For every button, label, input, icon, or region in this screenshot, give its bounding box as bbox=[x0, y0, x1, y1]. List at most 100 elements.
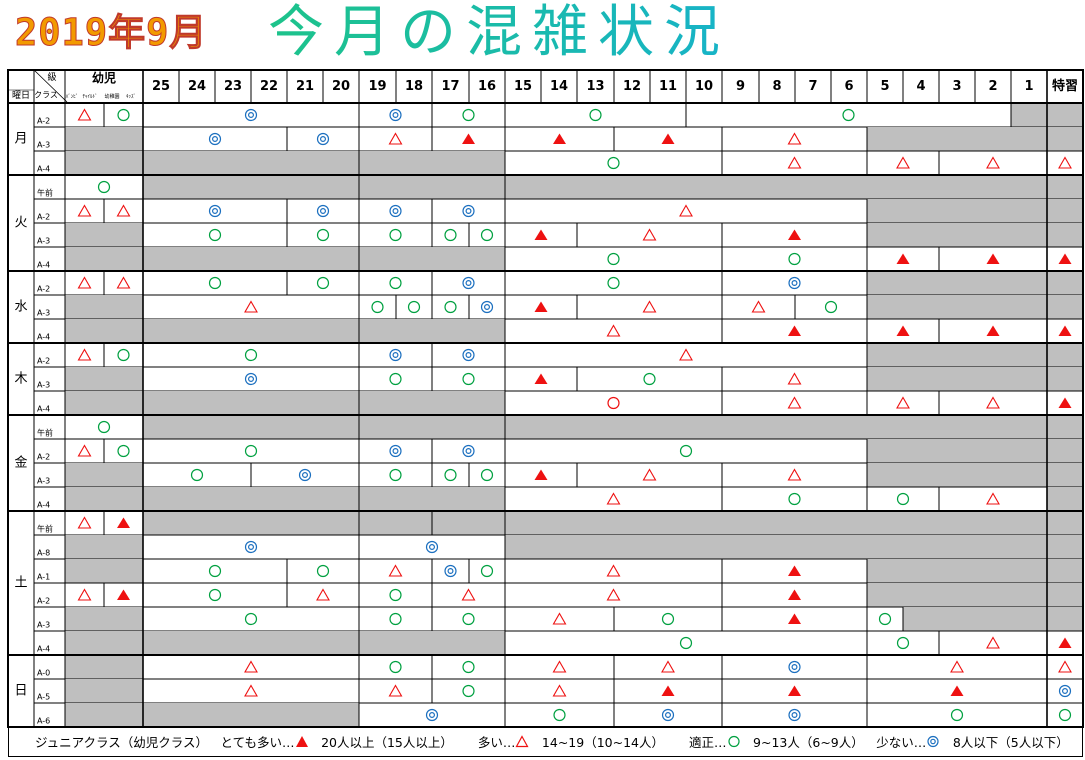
gray-cell bbox=[1047, 199, 1083, 223]
double-circle-icon bbox=[244, 540, 258, 554]
double-circle-icon bbox=[462, 204, 475, 218]
gray-cell bbox=[65, 679, 143, 703]
triangle-icon bbox=[679, 348, 693, 361]
circle-icon bbox=[389, 276, 402, 290]
circle-icon bbox=[679, 636, 693, 650]
double-circle-icon bbox=[788, 660, 801, 674]
double-circle-icon bbox=[316, 204, 330, 218]
gray-cell bbox=[1047, 511, 1083, 535]
circle-icon bbox=[896, 492, 910, 506]
double-circle-icon bbox=[389, 348, 402, 362]
filled-triangle-icon bbox=[788, 589, 801, 600]
filled-triangle-icon bbox=[1058, 253, 1072, 264]
circle-icon bbox=[208, 588, 222, 602]
double-circle-icon bbox=[389, 444, 402, 458]
filled-triangle-icon bbox=[661, 133, 675, 144]
triangle-icon bbox=[606, 492, 621, 505]
legend-normal-label: 適正… bbox=[689, 735, 727, 750]
circle-icon bbox=[462, 660, 475, 674]
triangle-icon bbox=[461, 588, 476, 601]
triangle-icon bbox=[388, 132, 403, 145]
triangle-icon bbox=[77, 108, 92, 121]
triangle-icon bbox=[986, 156, 1000, 169]
gray-cell bbox=[867, 223, 1047, 247]
double-circle-icon bbox=[462, 348, 475, 362]
triangle-icon bbox=[1058, 660, 1072, 673]
circle-icon bbox=[316, 564, 330, 578]
triangle-icon bbox=[244, 660, 258, 673]
gray-cell bbox=[143, 391, 359, 415]
circle-icon bbox=[389, 588, 402, 602]
circle-icon bbox=[208, 276, 222, 290]
gray-cell bbox=[143, 511, 359, 535]
date-header: 3 bbox=[952, 79, 961, 94]
double-circle-icon bbox=[298, 468, 312, 482]
triangle-icon bbox=[642, 468, 657, 481]
triangle-icon bbox=[787, 468, 802, 481]
gray-cell bbox=[359, 391, 505, 415]
class-label: A-4 bbox=[37, 261, 50, 270]
class-label: 午前 bbox=[37, 524, 53, 534]
circle-icon bbox=[661, 612, 675, 626]
gray-cell bbox=[65, 127, 143, 151]
class-label: A-6 bbox=[37, 717, 50, 726]
gray-cell bbox=[505, 511, 1047, 535]
legend-very-busy-text: 20人以上（15人以上） bbox=[321, 735, 453, 750]
double-circle-icon bbox=[927, 735, 939, 748]
legend: ジュニアクラス（幼児クラス） とても多い… 20人以上（15人以上） 多い… 1… bbox=[8, 727, 1083, 757]
class-label: 午前 bbox=[37, 428, 53, 438]
gray-cell bbox=[359, 151, 505, 175]
circle-icon bbox=[462, 372, 475, 386]
triangle-icon bbox=[642, 228, 657, 241]
circle-icon bbox=[788, 492, 801, 506]
gray-cell bbox=[143, 631, 359, 655]
circle-icon bbox=[589, 108, 602, 122]
gray-cell bbox=[1047, 343, 1083, 367]
header-kids-sub: ﾁｬｲﾙﾄﾞ bbox=[82, 93, 97, 100]
gray-cell bbox=[867, 127, 1047, 151]
class-label: A-4 bbox=[37, 333, 50, 342]
circle-icon bbox=[407, 300, 421, 314]
gray-cell bbox=[65, 319, 143, 343]
circle-icon bbox=[679, 444, 693, 458]
triangle-icon bbox=[896, 396, 910, 409]
gray-cell bbox=[359, 247, 505, 271]
header-kids-sub: 幼稚園 bbox=[104, 93, 119, 100]
triangle-icon bbox=[679, 204, 693, 217]
date-header: 16 bbox=[478, 79, 496, 94]
gray-cell bbox=[143, 319, 359, 343]
class-label: A-3 bbox=[37, 309, 50, 318]
circle-icon bbox=[607, 276, 620, 290]
double-circle-icon bbox=[316, 132, 330, 146]
filled-triangle-icon bbox=[117, 589, 130, 600]
header-kids-label: 幼児 bbox=[92, 70, 116, 85]
gray-cell bbox=[1047, 175, 1083, 199]
gray-cell bbox=[867, 199, 1047, 223]
gray-cell bbox=[1011, 103, 1047, 127]
triangle-icon bbox=[787, 132, 802, 145]
class-label: A-2 bbox=[37, 285, 50, 294]
gray-cell bbox=[65, 703, 143, 727]
gray-cell bbox=[65, 151, 143, 175]
date-header: 20 bbox=[332, 79, 350, 94]
triangle-icon bbox=[986, 636, 1000, 649]
date-header: 23 bbox=[224, 79, 242, 94]
gray-cell bbox=[867, 583, 1047, 607]
circle-icon bbox=[371, 300, 384, 314]
legend-busy-label: 多い… bbox=[477, 735, 516, 750]
gray-cell bbox=[1047, 271, 1083, 295]
gray-cell bbox=[65, 631, 143, 655]
filled-triangle-icon bbox=[534, 373, 548, 384]
triangle-icon bbox=[787, 396, 802, 409]
gray-cell bbox=[65, 607, 143, 631]
class-label: A-3 bbox=[37, 381, 50, 390]
circle-icon bbox=[389, 228, 402, 242]
class-label: A-3 bbox=[37, 477, 50, 486]
special-header: 特習 bbox=[1052, 78, 1078, 94]
triangle-icon bbox=[244, 300, 258, 313]
date-header: 4 bbox=[916, 79, 925, 94]
header-level-label: 級 bbox=[47, 71, 56, 83]
date-header: 5 bbox=[880, 79, 889, 94]
filled-triangle-icon bbox=[788, 229, 801, 240]
gray-cell bbox=[359, 631, 505, 655]
